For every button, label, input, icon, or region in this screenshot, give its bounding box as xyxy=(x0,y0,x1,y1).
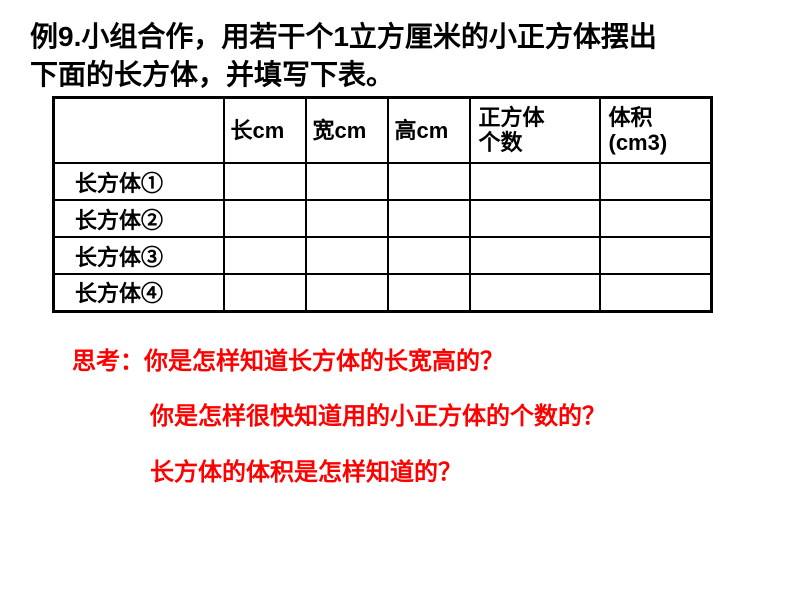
question-2: 你是怎样很快知道用的小正方体的个数的？ xyxy=(72,400,764,434)
cell-count xyxy=(470,274,600,311)
header-volume-l1: 体积 xyxy=(609,105,653,130)
question-3: 长方体的体积是怎样知道的？ xyxy=(72,456,764,490)
row-label: 长方体① xyxy=(54,163,224,200)
cell-count xyxy=(470,163,600,200)
header-count-l1: 正方体 xyxy=(479,105,545,130)
questions-block: 思考：你是怎样知道长方体的长宽高的？ 你是怎样很快知道用的小正方体的个数的？ 长… xyxy=(30,345,764,490)
cell-width xyxy=(306,163,388,200)
cell-width xyxy=(306,237,388,274)
cell-width xyxy=(306,274,388,311)
row-label: 长方体② xyxy=(54,200,224,237)
cell-volume xyxy=(600,200,712,237)
header-width: 宽cm xyxy=(306,97,388,163)
question-text-3: 长方体的体积是怎样知道的？ xyxy=(150,459,462,486)
cell-length xyxy=(224,274,306,311)
cell-count xyxy=(470,237,600,274)
table-row: 长方体③ xyxy=(54,237,712,274)
cell-volume xyxy=(600,274,712,311)
cell-volume xyxy=(600,163,712,200)
cell-volume xyxy=(600,237,712,274)
cell-count xyxy=(470,200,600,237)
question-text-1: 你是怎样知道长方体的长宽高的？ xyxy=(144,348,504,375)
header-height: 高cm xyxy=(388,97,470,163)
cell-length xyxy=(224,200,306,237)
header-volume: 体积 (cm3) xyxy=(600,97,712,163)
header-count: 正方体 个数 xyxy=(470,97,600,163)
question-1: 思考：你是怎样知道长方体的长宽高的？ xyxy=(72,345,764,379)
problem-title: 例9.小组合作，用若干个1立方厘米的小正方体摆出 下面的长方体，并填写下表。 xyxy=(30,18,764,94)
cell-height xyxy=(388,200,470,237)
title-line-1: 例9.小组合作，用若干个1立方厘米的小正方体摆出 xyxy=(30,21,657,52)
question-label: 思考： xyxy=(72,348,144,375)
header-length: 长cm xyxy=(224,97,306,163)
cell-length xyxy=(224,163,306,200)
cell-length xyxy=(224,237,306,274)
question-text-2: 你是怎样很快知道用的小正方体的个数的？ xyxy=(150,403,606,430)
data-table: 长cm 宽cm 高cm 正方体 个数 体积 (cm3) 长方体① 长方体② xyxy=(52,96,713,313)
header-count-l2: 个数 xyxy=(479,130,523,155)
table-row: 长方体④ xyxy=(54,274,712,311)
row-label: 长方体③ xyxy=(54,237,224,274)
table-container: 长cm 宽cm 高cm 正方体 个数 体积 (cm3) 长方体① 长方体② xyxy=(30,96,764,313)
cell-height xyxy=(388,274,470,311)
cell-width xyxy=(306,200,388,237)
title-line-2: 下面的长方体，并填写下表。 xyxy=(30,59,394,90)
cell-height xyxy=(388,237,470,274)
header-blank xyxy=(54,97,224,163)
cell-height xyxy=(388,163,470,200)
table-header-row: 长cm 宽cm 高cm 正方体 个数 体积 (cm3) xyxy=(54,97,712,163)
header-volume-l2: (cm3) xyxy=(609,130,668,155)
table-row: 长方体① xyxy=(54,163,712,200)
row-label: 长方体④ xyxy=(54,274,224,311)
table-row: 长方体② xyxy=(54,200,712,237)
